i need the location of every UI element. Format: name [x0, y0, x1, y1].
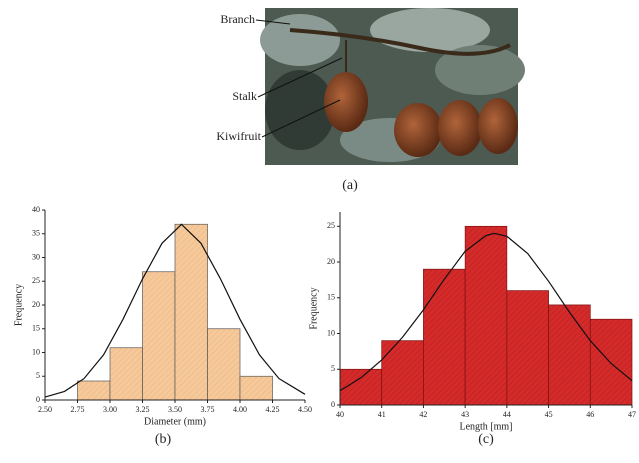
photo: Branch Stalk Kiwifruit (a) [216, 8, 525, 193]
caption: (b) [155, 432, 172, 447]
bar-hatch [423, 269, 466, 405]
y-tick-label: 25 [32, 276, 40, 285]
x-tick-label: 43 [461, 410, 469, 419]
y-tick-label: 40 [32, 205, 40, 214]
x-tick-label: 4.25 [266, 405, 280, 414]
x-tick-label: 41 [378, 410, 386, 419]
fit-curve [44, 223, 306, 398]
y-tick-label: 5 [36, 371, 40, 380]
bar-hatch [340, 369, 382, 405]
bar-hatch [207, 328, 240, 400]
bar-hatch [142, 271, 175, 400]
y-tick-label: 30 [32, 252, 40, 261]
y-tick-label: 5 [331, 364, 335, 373]
bar-hatch [548, 304, 591, 405]
photo-label: Stalk [232, 89, 257, 103]
x-tick-label: 2.50 [38, 405, 52, 414]
bar-hatch [506, 290, 549, 405]
y-tick-label: 10 [32, 347, 40, 356]
fit-curve [339, 232, 633, 392]
y-tick-label: 15 [327, 293, 335, 302]
x-tick-label: 44 [503, 410, 511, 419]
y-tick-label: 0 [331, 400, 335, 409]
y-axis-label: Frequency [308, 287, 319, 329]
x-tick-label: 47 [628, 410, 636, 419]
x-tick-label: 2.75 [71, 405, 85, 414]
bar-hatch [77, 381, 110, 400]
photo-label: Kiwifruit [216, 129, 261, 143]
x-tick-label: 3.00 [103, 405, 117, 414]
y-tick-label: 25 [327, 221, 335, 230]
x-axis-label: Diameter (mm) [144, 416, 206, 427]
photo-label: Branch [220, 12, 255, 26]
bar-hatch [590, 319, 632, 405]
y-tick-label: 35 [32, 229, 40, 238]
x-tick-label: 3.25 [136, 405, 150, 414]
x-tick-label: 4.00 [233, 405, 247, 414]
y-tick-label: 20 [32, 300, 40, 309]
y-tick-label: 0 [36, 395, 40, 404]
bar-hatch [240, 376, 273, 400]
y-tick-label: 10 [327, 328, 335, 337]
bar-hatch [381, 340, 424, 405]
bar-hatch [465, 226, 507, 405]
x-tick-label: 3.75 [201, 405, 215, 414]
caption: (c) [478, 432, 494, 447]
y-axis-label: Frequency [13, 284, 24, 326]
caption: (a) [342, 178, 358, 193]
y-tick-label: 20 [327, 257, 335, 266]
x-tick-label: 40 [336, 410, 344, 419]
bar-hatch [175, 224, 208, 400]
bar-hatch [110, 347, 143, 400]
x-tick-label: 4.50 [298, 405, 312, 414]
x-axis-label: Length [mm] [459, 421, 512, 432]
y-tick-label: 15 [32, 324, 40, 333]
x-tick-label: 45 [545, 410, 553, 419]
x-tick-label: 46 [586, 410, 594, 419]
x-tick-label: 3.50 [168, 405, 182, 414]
x-tick-label: 42 [419, 410, 427, 419]
